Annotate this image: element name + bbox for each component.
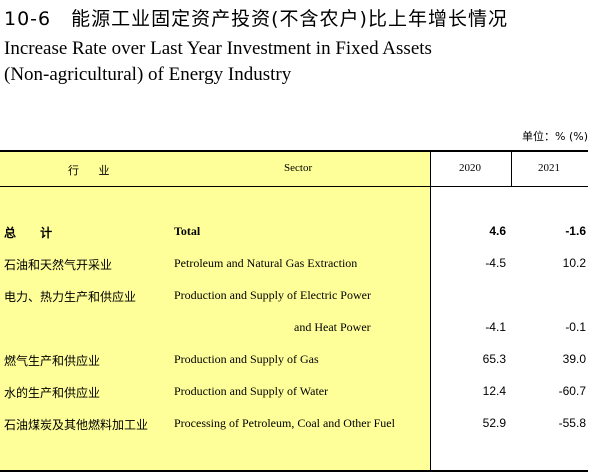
- header-sector: Sector: [284, 162, 313, 174]
- title-english-line1: Increase Rate over Last Year Investment …: [4, 38, 432, 59]
- header-industry-cn: 行 业: [68, 164, 118, 177]
- row-label-cn: 水的生产和供应业: [4, 386, 101, 400]
- value-2021: 39.0: [562, 352, 586, 366]
- value-2020: -4.5: [485, 256, 506, 270]
- table-row: 燃气生产和供应业 Production and Supply of Gas 65…: [0, 352, 588, 374]
- row-label-en: Total: [174, 224, 201, 238]
- row-label-cn: 燃气生产和供应业: [4, 354, 101, 368]
- row-label-en: Production and Supply of Gas: [174, 352, 319, 366]
- table-row: 总 计 Total 4.6 -1.6: [0, 224, 588, 246]
- table-row: 电力、热力生产和供应业 Production and Supply of Ele…: [0, 288, 588, 310]
- row-label-cn: 电力、热力生产和供应业: [4, 290, 137, 304]
- row-label-en: Petroleum and Natural Gas Extraction: [174, 256, 358, 270]
- row-label-cn: 石油煤炭及其他燃料加工业: [4, 418, 149, 432]
- column-divider: [511, 152, 512, 186]
- row-label-cn: 石油和天然气开采业: [4, 258, 113, 272]
- value-2020: 4.6: [489, 224, 506, 238]
- value-2021: -0.1: [565, 320, 586, 334]
- row-label-cn: 总 计: [4, 226, 63, 240]
- value-2020: 65.3: [482, 352, 506, 366]
- row-label-en: Processing of Petroleum, Coal and Other …: [174, 416, 395, 430]
- header-divider: [0, 186, 588, 187]
- value-2021: -60.7: [558, 384, 586, 398]
- table-row: 水的生产和供应业 Production and Supply of Water …: [0, 384, 588, 406]
- value-2021: -1.6: [565, 224, 586, 238]
- unit-label: 单位：% (%): [522, 130, 588, 143]
- row-label-en: and Heat Power: [294, 320, 371, 334]
- table-row: 石油和天然气开采业 Petroleum and Natural Gas Extr…: [0, 256, 588, 278]
- label-column-background: [0, 152, 431, 470]
- title-english-line2: (Non-agricultural) of Energy Industry: [4, 64, 292, 85]
- table-row: 石油煤炭及其他燃料加工业 Processing of Petroleum, Co…: [0, 416, 588, 438]
- table-row: and Heat Power -4.1 -0.1: [0, 320, 588, 342]
- data-table: 行 业 Sector 2020 2021 总 计 Total 4.6 -1.6 …: [0, 150, 588, 472]
- value-2020: 52.9: [482, 416, 506, 430]
- row-label-en: Production and Supply of Electric Power: [174, 288, 371, 302]
- value-2021: 10.2: [562, 256, 586, 270]
- value-2020: -4.1: [485, 320, 506, 334]
- header-year-2021: 2021: [538, 162, 560, 174]
- value-2021: -55.8: [558, 416, 586, 430]
- row-label-en: Production and Supply of Water: [174, 384, 329, 398]
- title-chinese: 10-6 能源工业固定资产投资(不含农户)比上年增长情况: [4, 8, 508, 30]
- header-year-2020: 2020: [459, 162, 481, 174]
- value-2020: 12.4: [482, 384, 506, 398]
